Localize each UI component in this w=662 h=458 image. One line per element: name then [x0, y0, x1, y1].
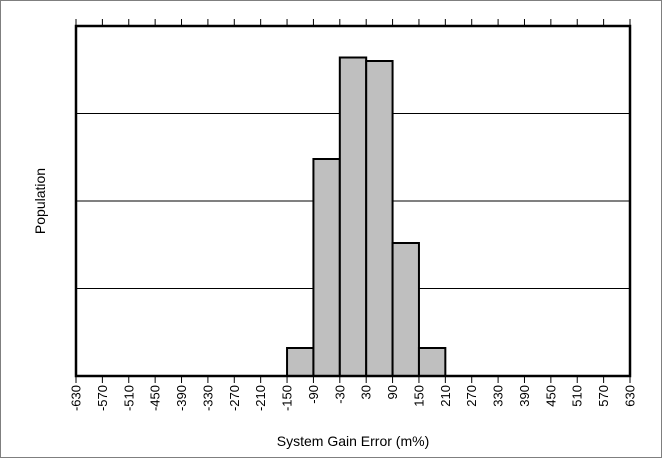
x-tick-label: 330 — [491, 385, 506, 407]
x-tick-label: -570 — [95, 385, 110, 411]
histogram-bar — [365, 60, 394, 377]
x-tick-label: -90 — [306, 385, 321, 404]
x-tick-label: -210 — [253, 385, 268, 411]
x-tick-label: 450 — [543, 385, 558, 407]
x-tick-label: 390 — [517, 385, 532, 407]
x-tick-label: 510 — [570, 385, 585, 407]
x-tick-label: -630 — [69, 385, 84, 411]
bars — [286, 56, 447, 377]
x-tick-label: -390 — [174, 385, 189, 411]
x-tick-label: -510 — [121, 385, 136, 411]
x-tick-label: -270 — [227, 385, 242, 411]
x-tick-label: 30 — [359, 385, 374, 399]
x-tick-label: -150 — [280, 385, 295, 411]
plot-area — [74, 24, 632, 378]
x-tick-label: 270 — [464, 385, 479, 407]
y-axis-label: Population — [32, 168, 48, 234]
histogram-bar — [417, 347, 447, 377]
histogram-bar — [338, 56, 368, 377]
histogram-bar — [391, 242, 420, 377]
histogram-bar — [312, 158, 341, 377]
histogram-bar — [286, 347, 315, 377]
x-tick-label: -30 — [332, 385, 347, 404]
x-tick-label: -450 — [148, 385, 163, 411]
x-tick-label: 90 — [385, 385, 400, 399]
x-tick-label: 210 — [438, 385, 453, 407]
x-tick-label: 570 — [596, 385, 611, 407]
x-axis-label: System Gain Error (m%) — [277, 433, 429, 449]
x-tick-label: 630 — [623, 385, 638, 407]
x-axis-ticks: -630 -570 -510 -450 -390 -330 -270 -210 -150 -90-… — [69, 19, 638, 411]
x-tick-label: -330 — [200, 385, 215, 411]
x-tick-label: 150 — [411, 385, 426, 407]
